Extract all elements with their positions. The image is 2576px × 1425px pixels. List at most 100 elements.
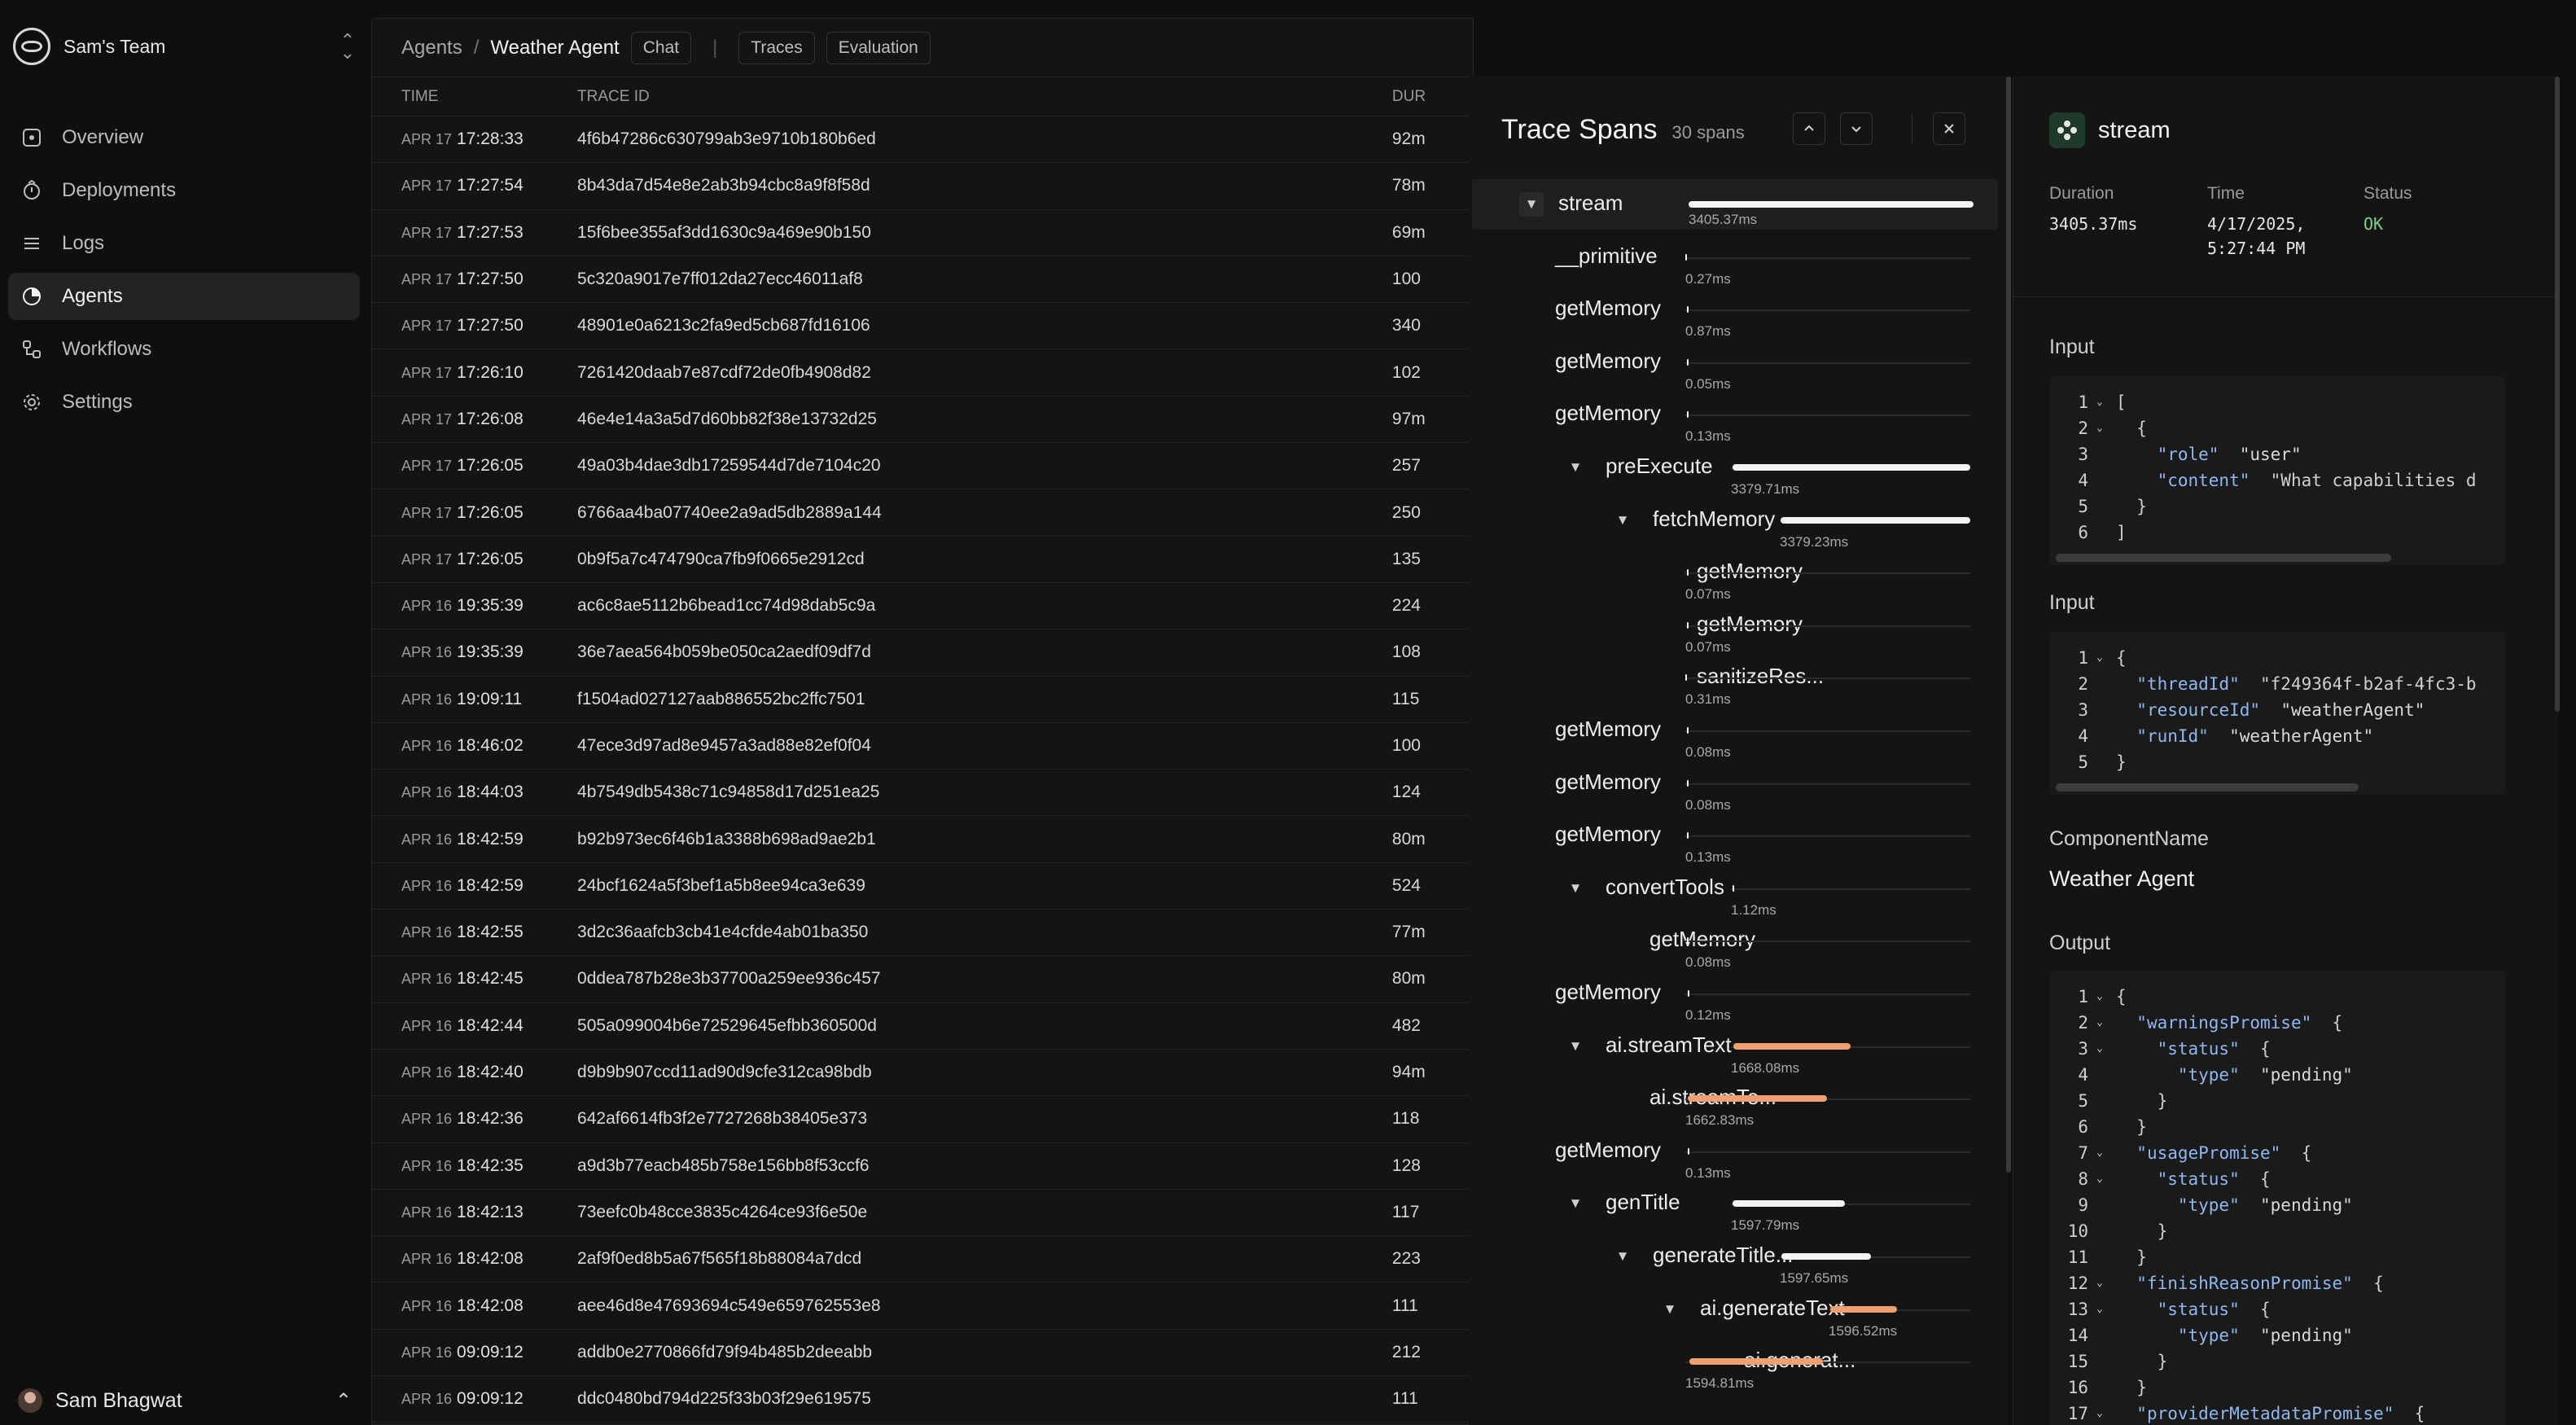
previous-span-button[interactable]	[1793, 112, 1825, 145]
next-span-button[interactable]	[1840, 112, 1873, 145]
table-row[interactable]: APR 16 18:42:08 aee46d8e47693694c549e65976…	[372, 1282, 1473, 1330]
table-row[interactable]: APR 16 18:42:44 505a099004b6e72529645efbb3…	[372, 1003, 1473, 1050]
collapse-toggle-icon[interactable]: ▼	[1568, 1037, 1583, 1054]
collapse-toggle-icon[interactable]: ▼	[1519, 192, 1544, 217]
span-row[interactable]: sanitizeRes... 0.31ms	[1469, 652, 1998, 707]
span-row[interactable]: ▼ ai.generateText 1596.52ms	[1469, 1284, 1998, 1339]
cell-trace-id: 3d2c36aafcb3cb41e4cfde4ab01ba350	[577, 923, 869, 942]
collapse-toggle-icon[interactable]: ▼	[1615, 511, 1630, 528]
table-row[interactable]: APR 16 18:44:03 4b7549db5438c71c94858d17d2…	[372, 770, 1473, 817]
detail-scrollbar[interactable]	[2555, 77, 2560, 712]
table-row[interactable]: APR 16 18:42:55 3d2c36aafcb3cb41e4cfde4ab0…	[372, 910, 1473, 957]
table-row[interactable]: APR 17 17:27:50 5c320a9017e7ff012da27ecc46…	[372, 256, 1473, 304]
cell-date: APR 16	[401, 1391, 453, 1408]
fold-chevron-icon[interactable]: ⌄	[2096, 422, 2103, 434]
table-row[interactable]: APR 16 18:42:59 24bcf1624a5f3bef1a5b8ee94c…	[372, 863, 1473, 910]
span-row[interactable]: getMemory 0.13ms	[1469, 1126, 1998, 1181]
cell-clock: 17:26:05	[457, 456, 524, 476]
team-switcher[interactable]: Sam's Team ⌃ ⌄	[13, 28, 355, 65]
table-row[interactable]: APR 17 17:26:05 0b9f5a7c474790ca7fb9f0665e…	[372, 537, 1473, 583]
span-row[interactable]: __primitive 0.27ms	[1469, 232, 1998, 287]
tab-traces[interactable]: Traces	[738, 31, 815, 64]
collapse-toggle-icon[interactable]: ▼	[1568, 459, 1583, 475]
span-row[interactable]: getMemory 0.87ms	[1469, 284, 1998, 339]
sidebar-item-agents[interactable]: Agents	[8, 273, 360, 320]
breadcrumb-agents[interactable]: Agents	[401, 36, 462, 59]
span-row[interactable]: getMemory 0.13ms	[1469, 389, 1998, 444]
sidebar-item-deployments[interactable]: Deployments	[8, 167, 360, 214]
table-row[interactable]: APR 17 17:27:50 48901e0a6213c2fa9ed5cb687f…	[372, 303, 1473, 350]
span-row[interactable]: ▼ genTitle 1597.79ms	[1469, 1178, 1998, 1233]
code-line: 9 "type" "pending"	[2049, 1192, 2505, 1218]
tab-evaluation[interactable]: Evaluation	[826, 31, 931, 64]
fold-chevron-icon[interactable]: ⌄	[2096, 651, 2103, 664]
input-code-block-2[interactable]: 1 ⌄{2 "threadId" "f249364f-b2af-4fc3-b 3 "…	[2049, 632, 2505, 795]
output-code-block[interactable]: 1 ⌄ {2 ⌄ "warningsPromise" {3 ⌄ "status" {4 …	[2049, 971, 2505, 1425]
sidebar-item-logs[interactable]: Logs	[8, 220, 360, 267]
fold-chevron-icon[interactable]: ⌄	[2096, 1016, 2103, 1028]
table-row[interactable]: APR 17 17:26:08 46e4e14a3a5d7d60bb82f38e13…	[372, 397, 1473, 444]
code-horizontal-scrollbar[interactable]	[2056, 554, 2391, 562]
table-row[interactable]: APR 17 17:26:05 49a03b4dae3db17259544d7de7…	[372, 443, 1473, 490]
fold-chevron-icon[interactable]: ⌄	[2096, 1147, 2103, 1159]
table-row[interactable]: APR 16 18:42:59 b92b973ec6f46b1a3388b698ad…	[372, 816, 1473, 863]
table-row[interactable]: APR 16 18:42:13 73eefc0b48cce3835c4264ce93…	[372, 1190, 1473, 1237]
spans-scrollbar[interactable]	[2006, 77, 2011, 1173]
close-panel-button[interactable]	[1933, 112, 1965, 145]
span-row[interactable]: ▼ preExecute 3379.71ms	[1469, 442, 1998, 497]
table-row[interactable]: APR 16 18:42:36 642af6614fb3f2e7727268b384…	[372, 1096, 1473, 1143]
collapse-toggle-icon[interactable]: ▼	[1568, 1195, 1583, 1212]
span-row[interactable]: ▼ stream 3405.37ms	[1472, 179, 1998, 230]
table-row[interactable]: APR 16 09:09:12 ddc0480bd794d225f33b03f29e…	[372, 1376, 1473, 1423]
fold-chevron-icon[interactable]: ⌄	[2096, 1407, 2103, 1419]
code-horizontal-scrollbar[interactable]	[2056, 783, 2359, 791]
collapse-toggle-icon[interactable]: ▼	[1663, 1300, 1677, 1317]
span-row[interactable]: getMemory 0.08ms	[1469, 915, 1998, 970]
span-row[interactable]: ▼ ai.streamText 1668.08ms	[1469, 1021, 1998, 1076]
span-row[interactable]: getMemory 0.05ms	[1469, 337, 1998, 392]
table-row[interactable]: APR 16 09:09:12 addb0e2770866fd79f94b485b2…	[372, 1330, 1473, 1377]
table-row[interactable]: APR 17 17:26:10 7261420daab7e87cdf72de0fb4…	[372, 349, 1473, 397]
fold-chevron-icon[interactable]: ⌄	[2096, 1277, 2103, 1289]
table-row[interactable]: APR 16 19:09:11 f1504ad027127aab886552bc2f…	[372, 677, 1473, 723]
table-row[interactable]: APR 16 18:42:35 a9d3b77eacb485b758e156bb8f…	[372, 1143, 1473, 1190]
chevron-updown-icon[interactable]: ⌃ ⌄	[340, 30, 355, 63]
fold-chevron-icon[interactable]: ⌄	[2096, 1042, 2103, 1054]
table-row[interactable]: APR 16 18:42:45 0ddea787b28e3b37700a259ee9…	[372, 956, 1473, 1003]
table-row[interactable]: APR 17 17:28:33 4f6b47286c630799ab3e9710b1…	[372, 116, 1473, 164]
table-row[interactable]: APR 17 17:26:05 6766aa4ba07740ee2a9ad5db28…	[372, 489, 1473, 537]
fold-chevron-icon[interactable]: ⌄	[2096, 1173, 2103, 1185]
table-row[interactable]: APR 16 18:42:40 d9b9b907ccd11ad90d9cfe312c…	[372, 1050, 1473, 1097]
chevron-up-icon[interactable]: ⌃	[335, 1390, 352, 1412]
sidebar-item-workflows[interactable]: Workflows	[8, 326, 360, 373]
span-row[interactable]: ai.generat...1594.81ms	[1469, 1336, 1998, 1391]
table-row[interactable]: APR 16 19:35:39 36e7aea564b059be050ca2aedf…	[372, 629, 1473, 677]
tab-chat[interactable]: Chat	[630, 31, 692, 64]
span-row[interactable]: ▼ fetchMemory 3379.23ms	[1469, 495, 1998, 550]
span-row[interactable]: getMemory 0.08ms	[1469, 705, 1998, 760]
span-row[interactable]: getMemory 0.08ms	[1469, 758, 1998, 813]
duration-meta: Duration 3405.37ms	[2049, 184, 2137, 236]
fold-chevron-icon[interactable]: ⌄	[2096, 1303, 2103, 1315]
fold-chevron-icon[interactable]: ⌄	[2096, 990, 2103, 1002]
span-row[interactable]: getMemory 0.13ms	[1469, 810, 1998, 865]
collapse-toggle-icon[interactable]: ▼	[1615, 1248, 1630, 1264]
table-row[interactable]: APR 16 19:35:39 ac6c8ae5112b6bead1cc74d98d…	[372, 583, 1473, 630]
span-row[interactable]: getMemory 0.07ms	[1469, 600, 1998, 655]
span-row[interactable]: getMemory 0.12ms	[1469, 968, 1998, 1023]
span-row[interactable]: ▼ generateTitle... 1597.65ms	[1469, 1231, 1998, 1286]
table-row[interactable]: APR 16 18:42:08 2af9f0ed8b5a67f565f18b8808…	[372, 1236, 1473, 1283]
sidebar-item-settings[interactable]: Settings	[8, 379, 360, 426]
fold-chevron-icon[interactable]: ⌄	[2096, 396, 2103, 408]
span-row[interactable]: getMemory 0.07ms	[1469, 547, 1998, 602]
collapse-toggle-icon[interactable]: ▼	[1568, 879, 1583, 896]
input-code-block[interactable]: 1 ⌄[2 ⌄ {3 "role" "user" 4 "content" "What …	[2049, 376, 2505, 565]
table-row[interactable]: APR 17 17:27:53 15f6bee355af3dd1630c9a469e…	[372, 210, 1473, 256]
span-row[interactable]: ▼ convertTools 1.12ms	[1469, 863, 1998, 918]
table-row[interactable]: APR 17 17:27:54 8b43da7d54e8e2ab3b94cbc8a9…	[372, 163, 1473, 210]
sidebar-item-overview[interactable]: Overview	[8, 114, 360, 161]
user-menu[interactable]: Sam Bhagwat ⌃	[18, 1384, 352, 1417]
span-row[interactable]: ai.streamTe...1662.83ms	[1469, 1073, 1998, 1128]
span-name: preExecute	[1606, 454, 1713, 478]
table-row[interactable]: APR 16 18:46:02 47ece3d97ad8e9457a3ad88e82…	[372, 723, 1473, 770]
